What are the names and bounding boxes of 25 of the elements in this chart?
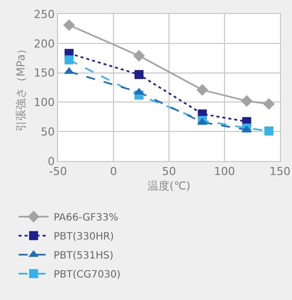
- legend-label: PBT(CG7030): [54, 270, 121, 281]
- x-axis-title: 温度(℃): [148, 179, 190, 192]
- point: [240, 95, 253, 107]
- x-tick-label: 0: [110, 165, 117, 178]
- y-tick-label: 100: [34, 96, 55, 110]
- x-tick-label: -50: [49, 165, 67, 178]
- point: [63, 19, 75, 32]
- legend-label: PBT(330HR): [54, 232, 114, 243]
- point: [134, 70, 144, 80]
- y-axis-title: 引張強さ（MPa）: [14, 43, 28, 132]
- x-tick-label: 150: [270, 165, 290, 178]
- x-tick-label: 50: [162, 165, 176, 178]
- point: [264, 126, 274, 136]
- x-tick-label: 100: [214, 165, 235, 178]
- legend-label: PBT(531HS): [54, 250, 114, 262]
- point: [263, 98, 275, 110]
- y-tick-label: 200: [34, 37, 55, 50]
- point: [133, 50, 145, 62]
- y-tick-label: 250: [34, 8, 55, 21]
- y-tick-label: 150: [34, 66, 55, 80]
- y-tick-label: 0: [48, 154, 55, 168]
- point: [196, 84, 208, 96]
- y-tick-label: 50: [40, 125, 55, 138]
- legend-label: PA66-GF33%: [54, 212, 118, 224]
- point: [64, 55, 74, 64]
